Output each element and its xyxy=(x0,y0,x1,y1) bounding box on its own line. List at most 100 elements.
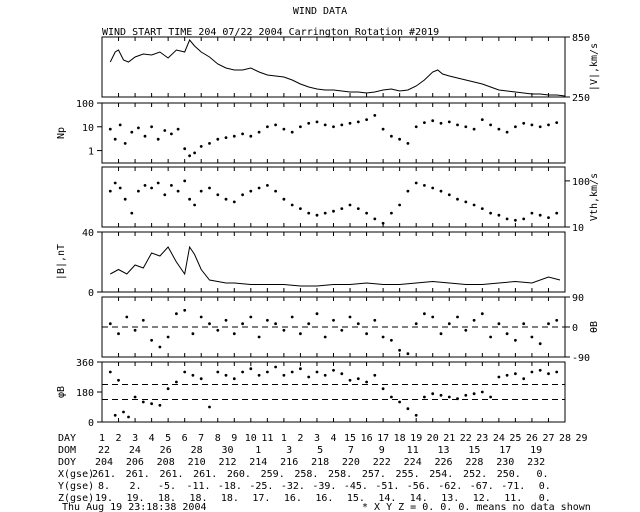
data-point xyxy=(199,377,203,381)
table-cell: 261. xyxy=(126,469,150,480)
data-point xyxy=(137,126,140,130)
data-point xyxy=(191,332,195,336)
data-point xyxy=(332,368,335,372)
table-cell: -39. xyxy=(312,481,336,492)
data-point xyxy=(141,318,145,322)
table-cell: 254. xyxy=(429,469,453,480)
table-row-label: Y(gse) xyxy=(58,481,94,492)
data-point xyxy=(472,318,476,322)
data-point xyxy=(414,181,418,185)
data-point xyxy=(447,193,451,197)
data-point xyxy=(464,200,468,204)
table-cell: -56. xyxy=(407,481,431,492)
table-cell: -62. xyxy=(438,481,462,492)
data-point xyxy=(266,370,269,374)
y-tick-label: -90 xyxy=(572,353,590,364)
panel-frame xyxy=(101,166,566,228)
table-cell: 15 xyxy=(468,445,480,456)
data-point xyxy=(464,393,468,397)
y-tick-label: 40 xyxy=(82,228,94,239)
data-point xyxy=(356,120,360,124)
data-point xyxy=(555,211,559,215)
data-point xyxy=(290,315,294,319)
data-point xyxy=(456,397,459,401)
data-point xyxy=(497,375,501,379)
table-cell: 2. xyxy=(129,481,141,492)
data-point xyxy=(232,134,236,138)
panel-proton-density: 100 10 1 Np xyxy=(56,99,566,164)
data-point xyxy=(323,211,327,215)
data-point xyxy=(431,186,435,190)
data-point xyxy=(274,365,277,369)
data-point xyxy=(224,318,228,322)
data-point xyxy=(530,335,534,339)
data-point xyxy=(505,332,509,336)
data-point xyxy=(480,390,484,394)
data-point xyxy=(365,118,368,121)
data-point xyxy=(555,318,559,322)
data-point xyxy=(257,373,261,377)
table-cell: 206 xyxy=(126,457,144,468)
data-point xyxy=(188,197,192,201)
data-point xyxy=(373,318,377,322)
table-cell: 9 xyxy=(231,433,237,444)
data-point xyxy=(224,197,228,201)
table-cell: 14. xyxy=(378,493,396,504)
data-point xyxy=(414,322,418,326)
table-cell: 261. xyxy=(92,469,116,480)
data-point xyxy=(224,136,228,140)
data-point xyxy=(299,125,302,129)
y-axis-label: θB xyxy=(589,321,600,333)
table-cell: 16. xyxy=(315,493,333,504)
table-cell: 30 xyxy=(221,445,233,456)
data-point xyxy=(340,207,344,211)
data-point xyxy=(514,125,517,129)
table-cell: 255. xyxy=(396,469,420,480)
table-cell: 28 xyxy=(191,445,203,456)
table-cell: 3 xyxy=(286,445,292,456)
data-point xyxy=(123,142,127,145)
data-point xyxy=(538,125,542,129)
data-point xyxy=(373,114,377,117)
y-tick-label: 0 xyxy=(88,418,94,429)
panel-speed: 850 250 |V|,km/s xyxy=(101,33,600,104)
data-point xyxy=(299,367,302,371)
data-point xyxy=(514,338,517,342)
data-point xyxy=(315,120,319,124)
table-cell: 11. xyxy=(504,493,522,504)
data-point xyxy=(208,142,211,145)
data-point xyxy=(156,181,160,185)
data-point xyxy=(439,393,443,397)
data-point xyxy=(175,312,178,316)
table-cell: 11 xyxy=(261,433,273,444)
y-tick-label: 250 xyxy=(572,93,590,104)
panel-magnetic-field: 40 0 |B|,nT xyxy=(56,228,566,299)
data-point xyxy=(282,328,286,332)
data-point xyxy=(163,129,167,132)
table-cell: 23 xyxy=(476,433,488,444)
data-point xyxy=(232,332,236,336)
data-point xyxy=(456,197,459,201)
data-point xyxy=(150,338,154,342)
data-point xyxy=(117,332,120,336)
data-point xyxy=(216,328,220,332)
data-point xyxy=(113,137,117,141)
data-point xyxy=(390,211,393,215)
data-point xyxy=(307,121,311,125)
table-row-label: Z(gse) xyxy=(58,493,94,504)
data-point xyxy=(489,211,492,215)
chart-subtitle: WIND START TIME 204 07/22 2004 Carringto… xyxy=(102,27,439,38)
data-point xyxy=(398,348,401,352)
data-point xyxy=(232,200,236,204)
data-point xyxy=(390,395,393,399)
table-cell: 13. xyxy=(441,493,459,504)
data-point xyxy=(266,184,269,187)
table-cell: 18. xyxy=(221,493,239,504)
data-point xyxy=(547,123,550,127)
table-cell: 212 xyxy=(218,457,236,468)
data-point xyxy=(130,211,134,215)
data-point xyxy=(447,120,451,124)
table-cell: 1 xyxy=(281,433,287,444)
data-point xyxy=(166,335,170,339)
data-point xyxy=(497,127,501,131)
